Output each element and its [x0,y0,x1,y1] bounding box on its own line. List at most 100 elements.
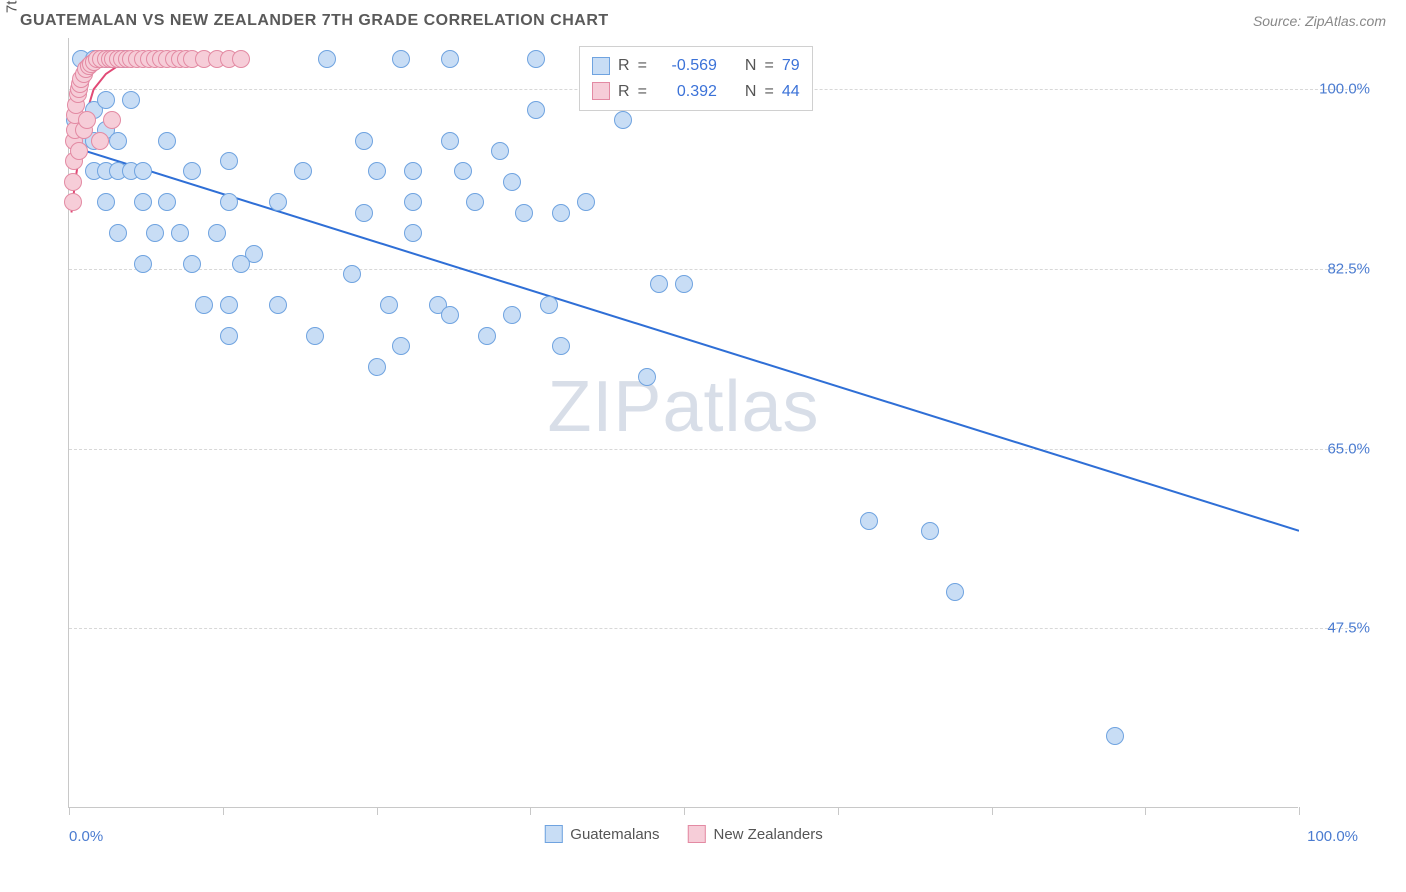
series-swatch [592,57,610,75]
n-value: 79 [782,53,800,79]
data-point [134,255,152,273]
n-label: N [745,53,757,79]
x-tick [838,807,839,815]
legend-item: Guatemalans [544,825,659,843]
data-point [64,173,82,191]
data-point [441,132,459,150]
gridline [69,628,1358,629]
data-point [109,224,127,242]
gridline [69,269,1358,270]
data-point [134,193,152,211]
data-point [134,162,152,180]
eq: = [764,79,773,105]
eq: = [764,53,773,79]
data-point [921,522,939,540]
data-point [392,50,410,68]
x-tick [1145,807,1146,815]
data-point [97,91,115,109]
x-tick [69,807,70,815]
data-point [220,296,238,314]
series-swatch [592,82,610,100]
r-label: R [618,53,630,79]
data-point [368,162,386,180]
data-point [441,50,459,68]
data-point [294,162,312,180]
data-point [146,224,164,242]
data-point [269,193,287,211]
data-point [552,337,570,355]
trend-lines [69,38,1299,808]
r-label: R [618,79,630,105]
data-point [614,111,632,129]
data-point [195,296,213,314]
watermark: ZIPatlas [547,366,819,448]
data-point [515,204,533,222]
data-point [527,101,545,119]
data-point [183,162,201,180]
data-point [232,255,250,273]
data-point [109,132,127,150]
legend-swatch [544,825,562,843]
data-point [355,204,373,222]
chart-header: GUATEMALAN VS NEW ZEALANDER 7TH GRADE CO… [0,0,1406,38]
x-max-label: 100.0% [1307,828,1358,845]
data-point [269,296,287,314]
data-point [318,50,336,68]
data-point [860,512,878,530]
x-tick [992,807,993,815]
data-point [183,255,201,273]
data-point [392,337,410,355]
gridline [69,449,1358,450]
data-point [355,132,373,150]
legend-label: Guatemalans [570,826,659,843]
data-point [220,193,238,211]
data-point [91,132,109,150]
data-point [675,275,693,293]
data-point [466,193,484,211]
y-axis-label: 7th Grade [4,0,21,13]
stats-row: R = -0.569 N = 79 [592,53,800,79]
y-tick-label: 65.0% [1327,440,1370,457]
data-point [503,306,521,324]
data-point [78,111,96,129]
legend-label: New Zealanders [714,826,823,843]
data-point [478,327,496,345]
x-tick [684,807,685,815]
data-point [158,193,176,211]
data-point [946,583,964,601]
data-point [491,142,509,160]
data-point [343,265,361,283]
data-point [97,193,115,211]
data-point [650,275,668,293]
eq: = [638,79,647,105]
data-point [1106,727,1124,745]
r-value: -0.569 [655,53,717,79]
x-tick [377,807,378,815]
chart-source: Source: ZipAtlas.com [1253,13,1386,29]
data-point [220,327,238,345]
data-point [441,306,459,324]
data-point [552,204,570,222]
data-point [122,91,140,109]
data-point [368,358,386,376]
data-point [454,162,472,180]
data-point [503,173,521,191]
x-tick [1299,807,1300,815]
data-point [404,193,422,211]
data-point [70,142,88,160]
data-point [208,224,226,242]
data-point [103,111,121,129]
x-tick [530,807,531,815]
data-point [171,224,189,242]
data-point [527,50,545,68]
data-point [64,193,82,211]
chart-title: GUATEMALAN VS NEW ZEALANDER 7TH GRADE CO… [20,12,609,30]
data-point [540,296,558,314]
data-point [306,327,324,345]
data-point [577,193,595,211]
data-point [158,132,176,150]
eq: = [638,53,647,79]
data-point [638,368,656,386]
legend-item: New Zealanders [688,825,823,843]
x-tick [223,807,224,815]
